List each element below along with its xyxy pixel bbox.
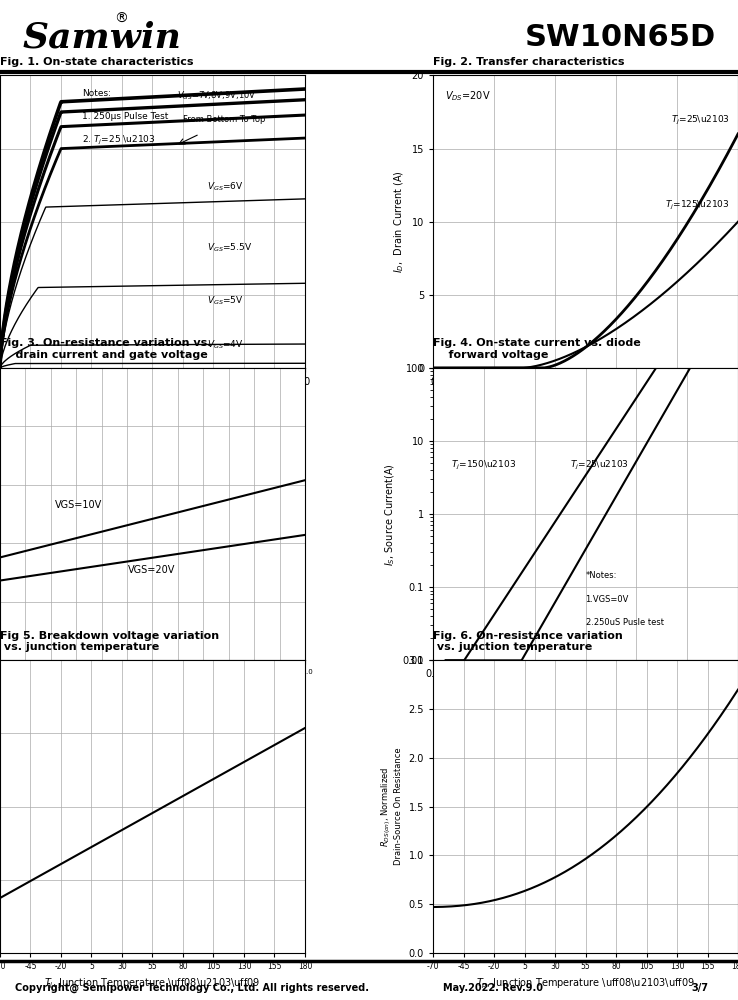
- Text: 2.250uS Pusle test: 2.250uS Pusle test: [585, 618, 663, 627]
- Text: VGS=10V: VGS=10V: [55, 500, 102, 510]
- Text: VGS=20V: VGS=20V: [128, 565, 176, 575]
- X-axis label: $I_D$, Drain Current(A): $I_D$, Drain Current(A): [104, 681, 201, 695]
- Text: May.2022. Rev.9.0: May.2022. Rev.9.0: [443, 983, 543, 993]
- Y-axis label: $I_S$, Source Current(A): $I_S$, Source Current(A): [384, 463, 397, 566]
- Y-axis label: $I_D$,  Drain Current (A): $I_D$, Drain Current (A): [393, 170, 406, 273]
- Text: $V_{GS}$=5.5V: $V_{GS}$=5.5V: [207, 242, 252, 254]
- Text: 1. 250μs Pulse Test: 1. 250μs Pulse Test: [83, 112, 169, 121]
- Text: Samwin: Samwin: [22, 21, 181, 55]
- Text: Copyright@ Semipower Technology Co., Ltd. All rights reserved.: Copyright@ Semipower Technology Co., Ltd…: [15, 983, 369, 993]
- X-axis label: $V_{SD}$, Source To Drain Diode Forward Voltage(V): $V_{SD}$, Source To Drain Diode Forward …: [486, 685, 685, 698]
- X-axis label: $V_{DS}$, Drain To Source Voltage(V): $V_{DS}$, Drain To Source Voltage(V): [74, 393, 231, 407]
- X-axis label: $T_p$, Junction Temperature \uff08\u2103\uff09: $T_p$, Junction Temperature \uff08\u2103…: [476, 976, 695, 991]
- Text: Notes:: Notes:: [83, 89, 111, 98]
- Text: $V_{GS}$=6V: $V_{GS}$=6V: [207, 181, 244, 193]
- Text: Fig. 6. On-resistance variation
 vs. junction temperature: Fig. 6. On-resistance variation vs. junc…: [433, 631, 623, 652]
- Text: From Bottom To Top: From Bottom To Top: [183, 115, 266, 124]
- Text: ®: ®: [114, 12, 128, 26]
- Text: $V_{GS}$=4V: $V_{GS}$=4V: [207, 338, 244, 351]
- Text: Fig. 4. On-state current vs. diode
    forward voltage: Fig. 4. On-state current vs. diode forwa…: [433, 338, 641, 360]
- Text: $V_{GS}$=5V: $V_{GS}$=5V: [207, 295, 244, 307]
- Text: Fig. 1. On-state characteristics: Fig. 1. On-state characteristics: [0, 57, 193, 67]
- Text: 1.VGS=0V: 1.VGS=0V: [585, 595, 629, 604]
- X-axis label: $T_j$, Junction Temperature \uff08\u2103\uff09: $T_j$, Junction Temperature \uff08\u2103…: [44, 976, 261, 991]
- Text: $T_j$=25\u2103: $T_j$=25\u2103: [671, 114, 730, 127]
- X-axis label: $V_{GS}$,  Gate To Source Voltage (V): $V_{GS}$, Gate To Source Voltage (V): [506, 393, 666, 407]
- Text: Fig. 3. On-resistance variation vs.
    drain current and gate voltage: Fig. 3. On-resistance variation vs. drai…: [0, 338, 212, 360]
- Text: Fig. 2. Transfer characteristics: Fig. 2. Transfer characteristics: [433, 57, 624, 67]
- Y-axis label: $R_{DS(on)}$, Normalized
Drain-Source On Resistance: $R_{DS(on)}$, Normalized Drain-Source On…: [379, 748, 403, 865]
- Text: $V_{GS}$=7V,8V,9V,10V: $V_{GS}$=7V,8V,9V,10V: [177, 90, 256, 102]
- Text: $T_j$=150\u2103: $T_j$=150\u2103: [452, 459, 517, 472]
- Text: $T_j$=125\u2103: $T_j$=125\u2103: [665, 198, 729, 212]
- Text: $V_{DS}$=20V: $V_{DS}$=20V: [445, 89, 491, 103]
- Text: $T_j$=25\u2103: $T_j$=25\u2103: [570, 459, 630, 472]
- Text: 2. $T_j$=25 \u2103: 2. $T_j$=25 \u2103: [83, 134, 156, 147]
- Text: SW10N65D: SW10N65D: [525, 23, 716, 52]
- Text: Fig 5. Breakdown voltage variation
 vs. junction temperature: Fig 5. Breakdown voltage variation vs. j…: [0, 631, 219, 652]
- Text: 3/7: 3/7: [692, 983, 708, 993]
- Text: *Notes:: *Notes:: [585, 571, 617, 580]
